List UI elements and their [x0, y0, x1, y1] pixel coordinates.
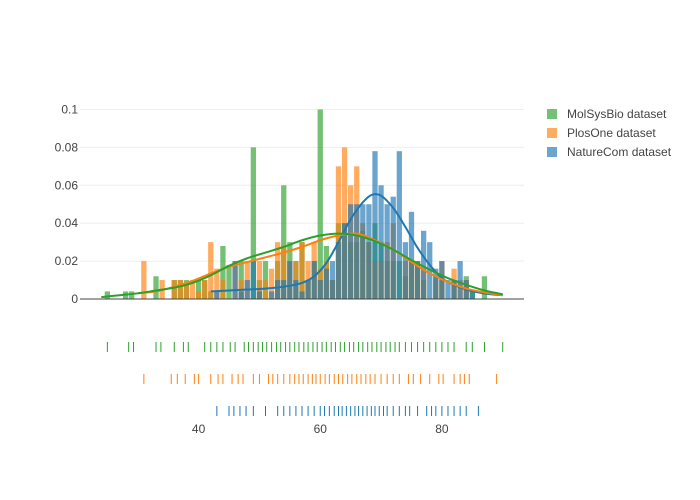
legend-label: PlosOne dataset	[567, 126, 656, 140]
histogram-bar	[311, 261, 317, 299]
histogram-bar	[177, 280, 183, 299]
histogram-bar	[256, 291, 263, 299]
histogram-bar	[348, 204, 354, 299]
y-axis-ticks: 0 0.02 0.04 0.06 0.08 0.1	[55, 102, 79, 306]
y-tick-label: 0.08	[55, 140, 79, 154]
histogram-bar	[372, 151, 378, 299]
histogram-bar	[287, 261, 293, 299]
grid-lines	[80, 108, 524, 262]
x-tick-label: 40	[192, 422, 206, 436]
histogram-bar	[153, 276, 159, 299]
histogram-bar	[250, 261, 256, 299]
histogram-bar	[421, 230, 427, 299]
y-tick-label: 0.1	[61, 102, 78, 116]
y-tick-label: 0.04	[55, 216, 79, 230]
legend-label: MolSysBio dataset	[567, 107, 667, 121]
histogram-bar	[329, 261, 336, 299]
legend-swatch	[547, 109, 557, 119]
y-tick-label: 0	[71, 292, 78, 306]
histogram-bar	[268, 268, 275, 299]
histogram-bar	[281, 245, 287, 299]
histogram-bar	[208, 242, 214, 299]
y-tick-label: 0.06	[55, 178, 79, 192]
histogram-bar	[220, 280, 226, 299]
histogram-bar	[354, 204, 360, 299]
histogram-bar	[469, 291, 475, 299]
histogram-bar	[299, 242, 305, 299]
histogram-bar	[232, 261, 238, 299]
histogram-bar	[414, 261, 421, 299]
histogram-bar	[317, 280, 323, 299]
histogram-bar	[481, 276, 488, 299]
histogram-bar	[195, 280, 202, 299]
histogram-bar	[323, 268, 329, 299]
histogram-bar	[317, 109, 323, 299]
histogram-bar	[299, 291, 305, 299]
histogram-bar	[183, 283, 190, 299]
histogram-bar	[366, 204, 372, 299]
histogram-bar	[214, 291, 220, 299]
histogram-bar	[220, 245, 226, 299]
histogram-bar	[390, 196, 396, 299]
histogram-bar	[408, 211, 415, 299]
legend-swatch	[547, 128, 557, 138]
rug-plots	[106, 342, 504, 416]
histogram-bar	[195, 291, 202, 299]
rug-series-2	[216, 406, 479, 416]
histogram-bar	[293, 280, 299, 299]
histogram-bar	[445, 280, 451, 299]
histogram-bar	[141, 261, 147, 299]
histogram-bar	[250, 147, 256, 299]
histogram-bar	[171, 280, 177, 299]
histogram-bar	[268, 291, 275, 299]
legend-item-series-1[interactable]: PlosOne dataset	[547, 126, 656, 140]
histogram-bar	[256, 261, 263, 299]
histogram-bar	[305, 280, 311, 299]
density-curves	[101, 192, 503, 299]
histogram-bar	[341, 223, 348, 299]
histogram-bar	[202, 280, 208, 299]
histogram-bar	[214, 268, 220, 299]
histogram-bar	[189, 280, 196, 299]
histogram-bar	[433, 268, 439, 299]
rug-series-1	[143, 374, 498, 384]
y-tick-label: 0.02	[55, 254, 79, 268]
legend-item-series-2[interactable]: NatureCom dataset	[547, 145, 672, 159]
histogram-bar	[335, 242, 342, 299]
histogram-bar	[226, 264, 232, 299]
histogram-bar	[402, 242, 409, 299]
x-tick-label: 60	[314, 422, 328, 436]
histogram-bar	[104, 291, 111, 299]
legend-swatch	[547, 147, 557, 157]
rug-series-0	[106, 342, 504, 352]
histogram-bar	[451, 280, 457, 299]
histogram-bar	[129, 291, 135, 299]
histogram-bar	[457, 261, 463, 299]
histogram-bar	[281, 280, 287, 299]
legend-item-series-0[interactable]: MolSysBio dataset	[547, 107, 667, 121]
legend-label: NatureCom dataset	[567, 145, 672, 159]
density-curve-series-1	[137, 232, 503, 297]
histogram-bar	[396, 151, 402, 299]
density-curve-series-0	[101, 232, 503, 299]
legend[interactable]: MolSysBio dataset PlosOne dataset NatureCo…	[547, 107, 672, 159]
histogram-bar	[360, 204, 366, 299]
histogram-bar	[384, 204, 390, 299]
x-axis-ticks: 40 60 80	[192, 422, 449, 436]
histogram-bar	[275, 280, 281, 299]
x-tick-label: 80	[435, 422, 449, 436]
histogram-bar	[238, 291, 244, 299]
histogram-bar	[281, 185, 287, 299]
histogram-bar	[275, 242, 281, 299]
